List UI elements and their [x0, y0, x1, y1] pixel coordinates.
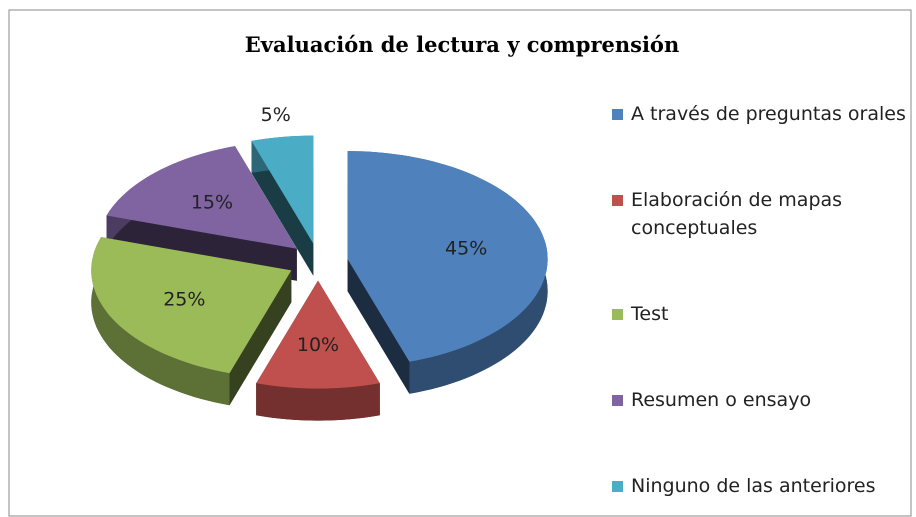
- slice-side: [347, 259, 410, 394]
- slice: [251, 135, 314, 244]
- slice: [256, 280, 380, 389]
- chart-title: Evaluación de lectura y comprensión: [245, 32, 679, 57]
- legend-item: A través de preguntas orales: [612, 100, 907, 128]
- legend-label: A través de preguntas orales: [631, 103, 906, 125]
- legend-swatch: [612, 481, 623, 492]
- slice-side: [91, 237, 230, 406]
- slice: [91, 237, 292, 374]
- data-label: 25%: [163, 288, 205, 310]
- legend-item: Elaboración de mapas conceptuales: [612, 186, 907, 242]
- legend-item: Resumen o ensayo: [612, 386, 907, 414]
- legend-label: Resumen o ensayo: [631, 389, 812, 411]
- slice: [106, 146, 297, 249]
- legend-item: Ninguno de las anteriores: [612, 472, 907, 500]
- legend-swatch: [612, 195, 623, 206]
- legend-swatch: [612, 309, 623, 320]
- data-label: 15%: [191, 192, 233, 214]
- legend-item: Test: [612, 300, 907, 328]
- legend: A través de preguntas orales Elaboración …: [612, 100, 907, 500]
- slice-side: [256, 383, 380, 421]
- data-label: 45%: [445, 237, 487, 259]
- legend-label: Test: [631, 303, 669, 325]
- legend-label: Elaboración de mapas conceptuales: [631, 189, 843, 239]
- legend-label: Ninguno de las anteriores: [631, 475, 876, 497]
- slice-side: [251, 140, 314, 276]
- slice-side: [229, 270, 292, 406]
- data-labels: 45% 10% 25% 15% 5%: [163, 104, 487, 356]
- data-label: 5%: [261, 104, 291, 126]
- legend-swatch: [612, 395, 623, 406]
- pie: [91, 135, 548, 421]
- slice: [347, 151, 548, 362]
- legend-swatch: [612, 109, 623, 120]
- data-label: 10%: [297, 334, 339, 356]
